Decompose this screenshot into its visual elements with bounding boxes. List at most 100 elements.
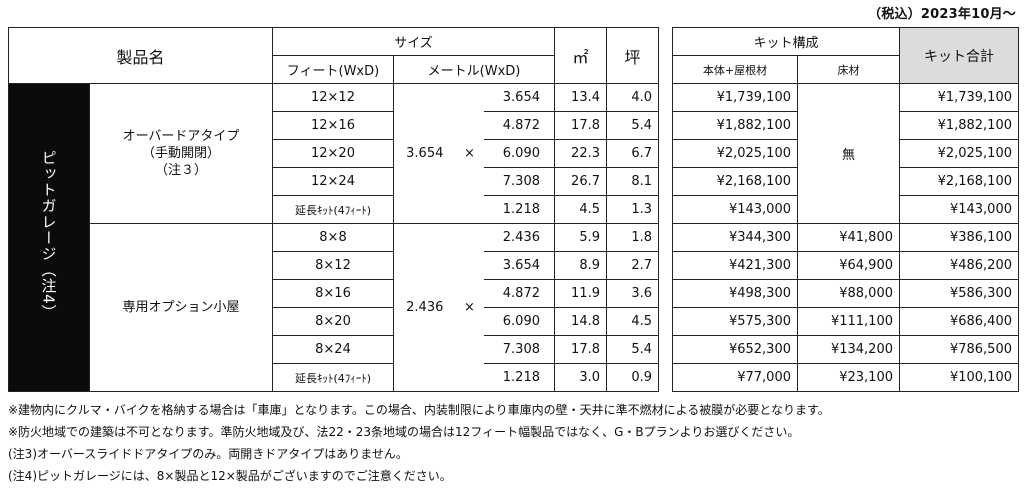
sqm-cell: 17.8 [554,111,607,140]
price-table: 製品名 サイズ ㎡ 坪 キット構成 キット合計 フィート(WxD) メートル(W… [8,27,1019,392]
floor-price-cell: ¥23,100 [797,363,900,392]
feet-cell: 12×24 [272,167,394,196]
table-row: 専用オプション小屋 8×8 2.436 × 2.436 5.9 1.8 ¥344… [9,223,1019,392]
meter-width: 2.436 [393,223,456,392]
table-row: 12×24 7.308 26.7 8.1 ¥2,168,100 ¥2,168,1… [9,167,1019,196]
product-type-option-hut: 専用オプション小屋 [89,223,273,392]
header-product-name: 製品名 [8,27,273,84]
header-floor: 床材 [797,55,900,84]
feet-cell: 8×24 [272,335,394,364]
depth-cell: 6.090 [483,307,555,336]
body-price-cell: ¥575,300 [672,307,798,336]
depth-cell: 4.872 [483,279,555,308]
footnote: ※建物内にクルマ・バイクを格納する場合は「車庫」となります。この場合、内装制限に… [8,403,830,417]
header-body-roof: 本体+屋根材 [672,55,798,84]
header-sqm: ㎡ [554,27,607,84]
body-price-cell: ¥1,739,100 [672,83,798,112]
total-price-cell: ¥586,300 [899,279,1019,308]
footnote: ※防火地域での建築は不可となります。準防火地域及び、法22・23条地域の場合は1… [8,425,800,439]
table-row: 8×12 3.654 8.9 2.7 ¥421,300 ¥64,900 ¥486… [9,251,1019,280]
depth-cell: 7.308 [483,167,555,196]
total-price-cell: ¥143,000 [899,195,1019,224]
sqm-cell: 22.3 [554,139,607,168]
tsubo-cell: 6.7 [606,139,659,168]
total-price-cell: ¥386,100 [899,223,1019,252]
sqm-cell: 26.7 [554,167,607,196]
tsubo-cell: 4.0 [606,83,659,112]
floor-none-cell: 無 [797,83,900,224]
total-price-cell: ¥486,200 [899,251,1019,280]
sqm-cell: 11.9 [554,279,607,308]
tsubo-cell: 5.4 [606,335,659,364]
body-price-cell: ¥2,025,100 [672,139,798,168]
tsubo-cell: 8.1 [606,167,659,196]
tax-note: （税込）2023年10月〜 [868,7,1016,22]
feet-cell: 8×16 [272,279,394,308]
floor-price-cell: ¥41,800 [797,223,900,252]
total-price-cell: ¥1,739,100 [899,83,1019,112]
floor-price-cell: ¥64,900 [797,251,900,280]
tsubo-cell: 1.8 [606,223,659,252]
table-row-extension: 延長ｷｯﾄ(4ﾌｨｰﾄ) 1.218 4.5 1.3 ¥143,000 ¥143… [9,195,1019,224]
feet-cell: 12×20 [272,139,394,168]
body-price-cell: ¥2,168,100 [672,167,798,196]
category-label: ピットガレージ（注4） [8,83,90,392]
body-price-cell: ¥421,300 [672,251,798,280]
sqm-cell: 17.8 [554,335,607,364]
tsubo-cell: 3.6 [606,279,659,308]
header-gap [658,27,673,84]
product-type-overdoor: オーバードアタイプ （手動開閉） （注３） [89,83,273,224]
depth-cell: 1.218 [483,195,555,224]
footnotes: ※建物内にクルマ・バイクを格納する場合は「車庫」となります。この場合、内装制限に… [8,399,1018,487]
depth-cell: 6.090 [483,139,555,168]
floor-price-cell: ¥88,000 [797,279,900,308]
depth-cell: 3.654 [483,251,555,280]
total-price-cell: ¥786,500 [899,335,1019,364]
tsubo-cell: 1.3 [606,195,659,224]
header-kit-total: キット合計 [899,27,1019,84]
tsubo-cell: 4.5 [606,307,659,336]
tsubo-cell: 2.7 [606,251,659,280]
table-row: 8×20 6.090 14.8 4.5 ¥575,300 ¥111,100 ¥6… [9,307,1019,336]
table-row: 8×16 4.872 11.9 3.6 ¥498,300 ¥88,000 ¥58… [9,279,1019,308]
table-row-extension: 延長ｷｯﾄ(4ﾌｨｰﾄ) 1.218 3.0 0.9 ¥77,000 ¥23,1… [9,363,1019,392]
depth-cell: 3.654 [483,83,555,112]
body-price-cell: ¥344,300 [672,223,798,252]
total-price-cell: ¥1,882,100 [899,111,1019,140]
footnote: (注3)オーバースライドドアタイプのみ。両開きドアタイプはありません。 [8,447,408,461]
feet-cell: 8×20 [272,307,394,336]
sqm-cell: 4.5 [554,195,607,224]
times-sign: × [455,83,484,224]
sqm-cell: 8.9 [554,251,607,280]
table-row: 8×24 7.308 17.8 5.4 ¥652,300 ¥134,200 ¥7… [9,335,1019,364]
header-feet: フィート(WxD) [272,55,394,84]
total-price-cell: ¥686,400 [899,307,1019,336]
depth-cell: 1.218 [483,363,555,392]
floor-price-cell: ¥134,200 [797,335,900,364]
body-price-cell: ¥652,300 [672,335,798,364]
sqm-cell: 14.8 [554,307,607,336]
total-price-cell: ¥2,025,100 [899,139,1019,168]
feet-cell: 8×12 [272,251,394,280]
header-tsubo: 坪 [606,27,659,84]
depth-cell: 2.436 [483,223,555,252]
depth-cell: 7.308 [483,335,555,364]
total-price-cell: ¥100,100 [899,363,1019,392]
header-size: サイズ [272,27,555,56]
floor-price-cell: ¥111,100 [797,307,900,336]
body-price-cell: ¥498,300 [672,279,798,308]
total-price-cell: ¥2,168,100 [899,167,1019,196]
sqm-cell: 13.4 [554,83,607,112]
body-price-cell: ¥143,000 [672,195,798,224]
feet-cell: 12×16 [272,111,394,140]
extension-label: 延長ｷｯﾄ(4ﾌｨｰﾄ) [272,195,394,224]
tsubo-cell: 5.4 [606,111,659,140]
table-row: 12×20 6.090 22.3 6.7 ¥2,025,100 ¥2,025,1… [9,139,1019,168]
feet-cell: 8×8 [272,223,394,252]
header-meter: メートル(WxD) [393,55,555,84]
sqm-cell: 5.9 [554,223,607,252]
meter-width: 3.654 [393,83,456,224]
feet-cell: 12×12 [272,83,394,112]
times-sign: × [455,223,484,392]
depth-cell: 4.872 [483,111,555,140]
